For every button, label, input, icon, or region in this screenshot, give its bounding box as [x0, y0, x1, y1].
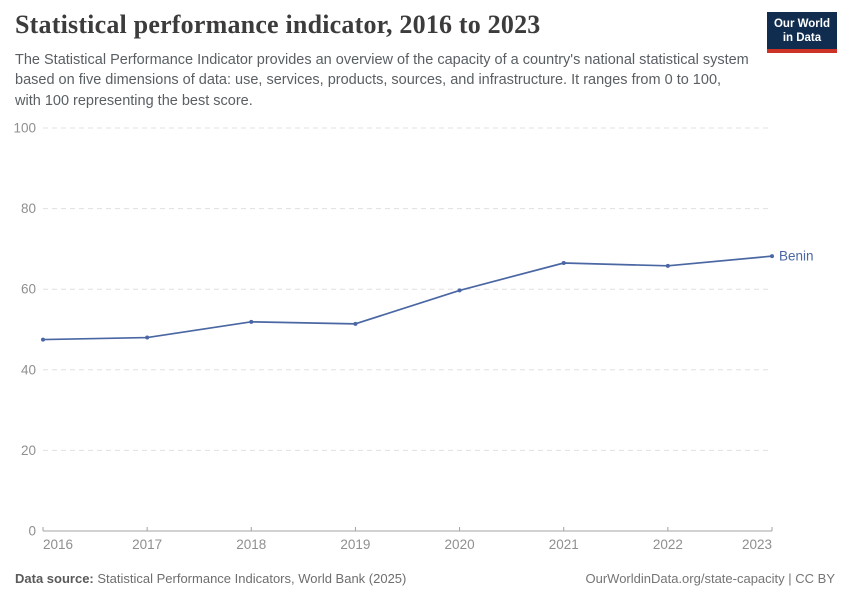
y-axis-tick-label: 20 — [21, 443, 36, 458]
y-axis-tick-label: 0 — [28, 524, 36, 539]
owid-logo-line2: in Data — [782, 32, 822, 45]
data-source-note: Data source: Statistical Performance Ind… — [15, 571, 406, 586]
x-axis-tick-label: 2017 — [132, 537, 162, 552]
chart-title: Statistical performance indicator, 2016 … — [15, 10, 541, 39]
x-axis-tick-label: 2019 — [340, 537, 370, 552]
x-axis-tick-label: 2021 — [549, 537, 579, 552]
x-axis-tick-label: 2023 — [742, 537, 772, 552]
data-source-text: Statistical Performance Indicators, Worl… — [93, 571, 407, 586]
x-axis-tick-label: 2020 — [445, 537, 475, 552]
series-label-benin[interactable]: Benin — [779, 249, 814, 264]
data-point-benin-2020[interactable] — [457, 288, 462, 293]
y-axis-tick-label: 80 — [21, 201, 36, 216]
data-point-benin-2023[interactable] — [770, 254, 774, 259]
chart-subtitle: The Statistical Performance Indicator pr… — [15, 52, 749, 109]
x-axis-tick-label: 2018 — [236, 537, 266, 552]
data-point-benin-2021[interactable] — [561, 261, 566, 266]
y-axis-tick-label: 100 — [13, 121, 36, 136]
data-source-label: Data source: — [15, 571, 94, 586]
data-point-benin-2016[interactable] — [41, 337, 45, 342]
data-point-benin-2017[interactable] — [145, 335, 150, 340]
attribution-link[interactable]: OurWorldinData.org/state-capacity | CC B… — [585, 571, 835, 586]
data-point-benin-2019[interactable] — [353, 321, 358, 326]
owid-logo-line1: Our World — [773, 18, 830, 30]
x-axis-tick-label: 2022 — [653, 537, 683, 552]
data-point-benin-2022[interactable] — [665, 263, 670, 268]
data-point-benin-2018[interactable] — [249, 319, 254, 324]
line-benin[interactable] — [42, 255, 773, 341]
y-axis-tick-label: 40 — [21, 362, 36, 377]
y-axis-tick-label: 60 — [21, 282, 36, 297]
x-axis-tick-label: 2016 — [43, 537, 73, 552]
owid-logo[interactable]: Our World in Data — [766, 12, 837, 53]
